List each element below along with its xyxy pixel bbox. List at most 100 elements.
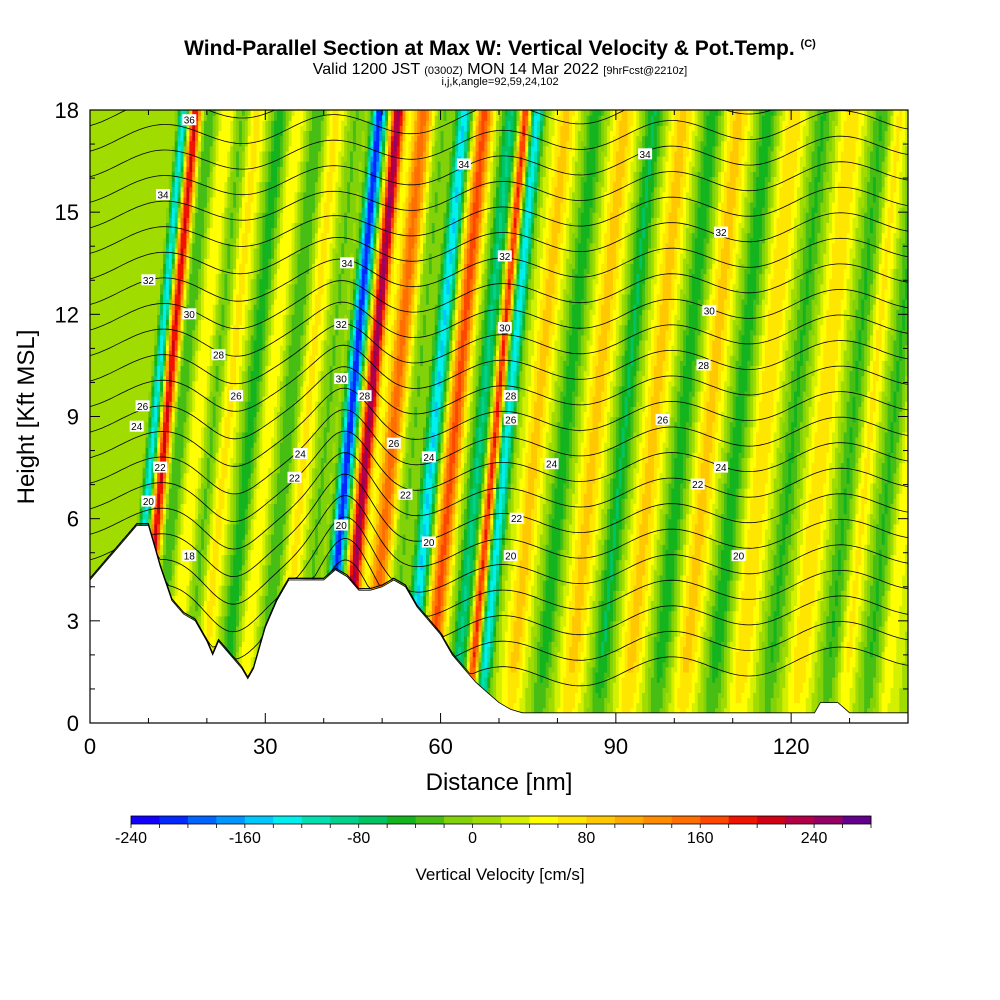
field-cell [592,677,597,683]
field-cell [794,661,807,668]
field-cell [604,702,608,709]
field-cell [519,702,526,709]
field-cell [753,631,757,637]
field-cell [732,651,737,658]
field-cell [241,661,252,668]
field-cell [466,646,471,653]
field-cell [832,677,836,683]
field-cell [794,625,798,632]
field-cell [753,656,760,663]
field-cell [688,600,699,607]
field-cell [501,636,506,642]
field-cell [592,687,597,693]
field-cell [455,641,465,647]
field-cell [726,620,731,627]
field-cell [598,631,605,637]
field-cell [528,677,532,683]
field-cell [680,625,684,632]
field-cell [607,656,611,663]
field-cell [837,651,842,658]
field-cell [770,646,775,653]
field-cell [750,682,757,688]
field-cell [718,585,728,591]
field-cell [268,590,278,596]
field-cell [870,651,874,658]
field-cell [779,646,783,653]
field-cell [522,656,526,663]
field-cell [890,697,900,704]
field-cell [855,636,862,642]
field-cell [525,661,529,668]
field-cell [735,677,748,683]
field-cell [627,620,632,627]
field-cell [466,651,471,658]
field-cell [808,646,816,653]
field-cell [709,605,713,612]
field-cell [233,646,237,653]
field-cell [899,692,908,699]
field-cell [612,605,617,612]
field-cell [875,615,883,622]
field-cell [428,615,433,622]
field-cell [864,697,871,704]
field-cell [496,620,500,627]
field-cell [694,697,699,704]
field-cell [618,671,626,678]
field-cell [671,677,675,683]
field-cell [496,677,503,683]
field-cell [694,656,699,663]
field-cell [551,692,556,699]
field-cell [799,605,813,612]
field-cell [861,641,868,647]
field-cell [490,651,494,658]
field-cell [688,595,699,601]
field-cell [610,646,614,653]
field-cell [653,646,658,653]
field-cell [723,625,728,632]
field-cell [504,656,509,663]
field-cell [794,656,810,663]
field-cell [569,615,573,622]
field-cell [671,625,675,632]
field-cell [823,666,836,673]
field-cell [598,651,602,658]
field-cell [779,610,783,617]
field-cell [215,631,220,637]
field-cell [694,605,702,612]
field-cell [268,585,278,591]
field-cell [834,656,839,663]
field-cell [490,615,494,622]
field-cell [580,615,588,622]
field-cell [718,600,728,607]
field-cell [759,656,763,663]
field-cell [536,615,541,622]
field-cell [896,636,906,642]
field-cell [750,636,757,642]
field-cell [612,682,620,688]
field-cell [531,682,535,688]
field-cell [823,625,827,632]
field-cell [630,631,640,637]
field-cell [668,631,672,637]
field-cell [554,651,559,658]
field-cell [610,687,614,693]
field-cell [618,656,626,663]
field-cell [621,646,626,653]
field-cell [241,666,252,673]
field-cell [726,636,731,642]
field-cell [586,610,591,617]
field-cell [817,687,824,693]
field-cell [773,620,778,627]
field-cell [753,707,760,714]
field-cell [691,641,699,647]
field-cell [525,636,529,642]
field-cell [244,610,258,617]
field-cell [446,620,450,627]
field-cell [519,707,526,714]
field-cell [557,651,564,658]
field-cell [583,671,588,678]
field-cell [592,641,597,647]
field-cell [709,625,713,632]
field-cell [186,610,190,617]
field-cell [709,620,713,627]
